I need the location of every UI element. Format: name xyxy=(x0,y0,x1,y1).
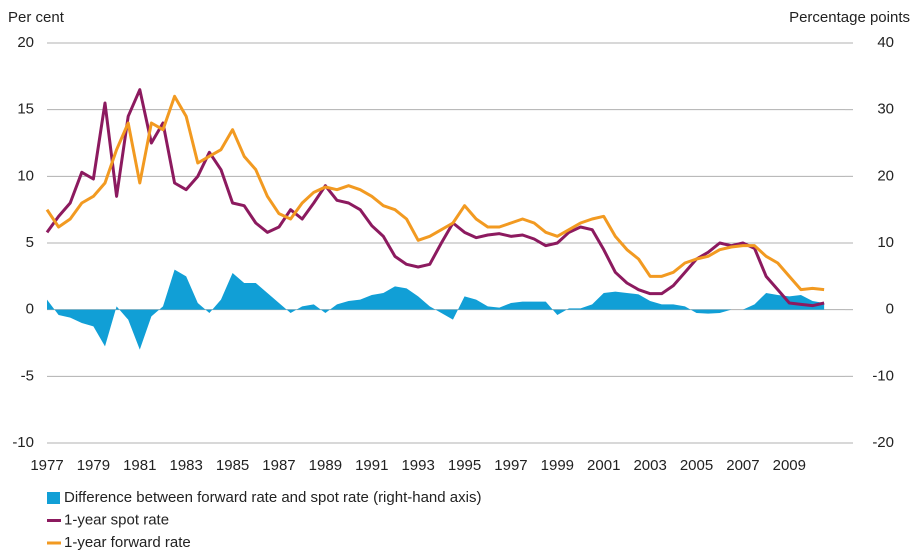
y2-tick-label: -20 xyxy=(872,434,894,451)
x-tick-label: 2005 xyxy=(680,457,713,474)
x-tick-label: 1987 xyxy=(262,457,295,474)
rate-line xyxy=(45,88,825,308)
x-tick-label: 1979 xyxy=(77,457,110,474)
legend-label: 1-year spot rate xyxy=(64,511,169,528)
y-tick-label: 20 xyxy=(17,34,34,51)
x-tick-label: 1981 xyxy=(123,457,156,474)
y2-tick-label: -10 xyxy=(872,367,894,384)
y2-tick-label: 20 xyxy=(877,167,894,184)
x-tick-label: 2001 xyxy=(587,457,620,474)
x-tick-label: 1999 xyxy=(541,457,574,474)
y-tick-label: 5 xyxy=(26,234,34,251)
y-axis-label: Per cent xyxy=(8,9,65,26)
y-tick-label: -5 xyxy=(21,367,34,384)
y-tick-label: 10 xyxy=(17,167,34,184)
y-tick-label: 15 xyxy=(17,101,34,118)
y2-axis-label: Percentage points xyxy=(789,9,910,26)
x-tick-label: 2003 xyxy=(633,457,666,474)
difference-area xyxy=(47,269,825,350)
x-tick-label: 2007 xyxy=(726,457,759,474)
legend-swatch xyxy=(47,492,60,504)
x-tick-label: 1991 xyxy=(355,457,388,474)
y2-tick-label: 0 xyxy=(886,301,894,318)
y2-tick-label: 30 xyxy=(877,101,894,118)
x-tick-label: 1993 xyxy=(401,457,434,474)
legend-label: Difference between forward rate and spot… xyxy=(64,489,481,506)
y2-tick-label: 10 xyxy=(877,234,894,251)
x-tick-label: 1995 xyxy=(448,457,481,474)
y-tick-label: 0 xyxy=(26,301,34,318)
rate-line xyxy=(45,94,825,292)
y-tick-label: -10 xyxy=(12,434,34,451)
x-tick-label: 1989 xyxy=(309,457,342,474)
y2-tick-label: 40 xyxy=(877,34,894,51)
x-tick-label: 1983 xyxy=(169,457,202,474)
x-tick-label: 1977 xyxy=(30,457,63,474)
x-tick-label: 1985 xyxy=(216,457,249,474)
x-tick-label: 2009 xyxy=(773,457,806,474)
x-tick-label: 1997 xyxy=(494,457,527,474)
legend-label: 1-year forward rate xyxy=(64,534,191,551)
